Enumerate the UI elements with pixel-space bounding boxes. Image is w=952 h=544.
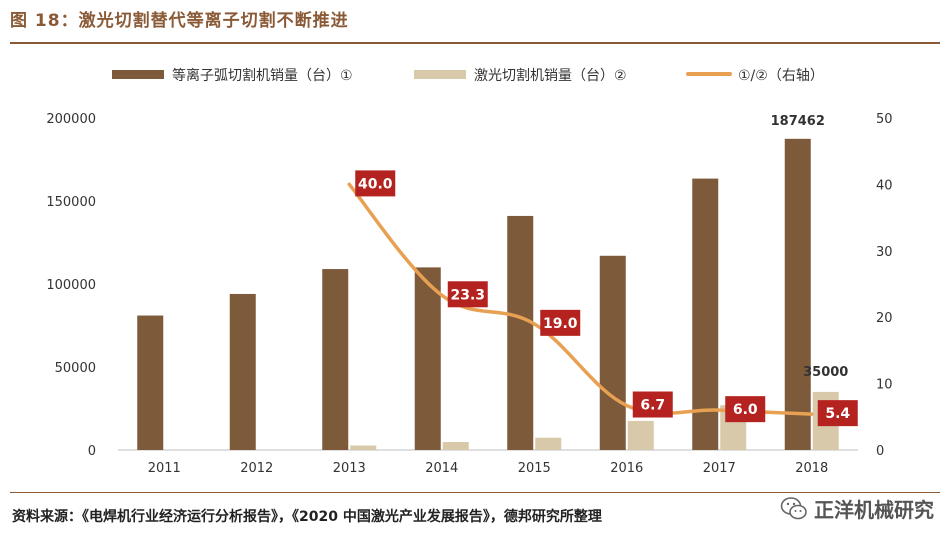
ratio-data-label: 23.3 — [450, 287, 485, 303]
laser-bar — [350, 445, 377, 450]
plasma-bar — [414, 267, 441, 450]
watermark-text: 正洋机械研究 — [814, 498, 934, 522]
plasma-bar — [599, 255, 626, 450]
legend-label: 激光切割机销量（台）② — [474, 67, 627, 84]
x-tick-label: 2016 — [610, 461, 643, 476]
ratio-data-label: 19.0 — [543, 316, 578, 332]
y-axis-right: 0 10 20 30 40 50 — [876, 112, 893, 459]
chart-title: 图 18：激光切割替代等离子切割不断推进 — [10, 11, 349, 31]
ratio-data-label: 6.0 — [733, 402, 758, 418]
y-right-tick-label: 30 — [876, 245, 893, 260]
x-tick-label: 2018 — [795, 461, 828, 476]
ratio-line — [347, 182, 814, 416]
y-axis-left: 0 50000 100000 150000 200000 — [46, 112, 96, 459]
legend-label: 等离子弧切割机销量（台）① — [172, 67, 353, 84]
bar-data-label: 35000 — [803, 365, 848, 380]
laser-bar — [535, 437, 562, 450]
plasma-bar — [322, 269, 349, 450]
x-tick-label: 2012 — [240, 461, 273, 476]
legend-swatch — [112, 70, 164, 79]
x-tick-label: 2015 — [518, 461, 551, 476]
line-labels: 40.0 23.3 19.0 6.7 6.0 5.4 — [355, 170, 858, 427]
source-note: 资料来源：《电焊机行业经济运行分析报告》，《2020 中国激光产业发展报告》，德… — [12, 509, 602, 525]
plasma-bar — [692, 178, 719, 450]
ratio-label-box — [817, 400, 858, 427]
ratio-label-box — [540, 309, 581, 336]
ratio-label-box — [725, 396, 766, 423]
plasma-bar — [784, 138, 811, 450]
y-left-tick-label: 150000 — [46, 195, 96, 210]
y-left-tick-label: 200000 — [46, 112, 96, 127]
legend-swatch — [414, 70, 466, 79]
legend: 等离子弧切割机销量（台）① 激光切割机销量（台）② ①/②（右轴） — [112, 67, 824, 84]
source-divider — [10, 492, 940, 493]
x-tick-label: 2017 — [703, 461, 736, 476]
y-right-tick-label: 40 — [876, 178, 893, 193]
plasma-bar — [137, 315, 164, 450]
y-left-tick-label: 0 — [88, 444, 96, 459]
ratio-data-label: 6.7 — [640, 398, 665, 414]
x-axis: 2011 2012 2013 2014 2015 2016 2017 2018 — [148, 461, 829, 476]
y-left-tick-label: 50000 — [55, 361, 96, 376]
y-right-tick-label: 0 — [876, 444, 884, 459]
legend-label: ①/②（右轴） — [738, 68, 824, 84]
ratio-label-box — [447, 281, 488, 308]
title-divider — [10, 42, 940, 44]
laser-bar — [627, 420, 654, 450]
plasma-bar — [229, 293, 256, 450]
y-right-tick-label: 50 — [876, 112, 893, 127]
ratio-label-box — [355, 170, 396, 197]
combo-chart: 等离子弧切割机销量（台）① 激光切割机销量（台）② ①/②（右轴） 0 50000 10… — [46, 67, 893, 476]
x-tick-label: 2013 — [333, 461, 366, 476]
x-tick-label: 2011 — [148, 461, 181, 476]
plasma-bar — [507, 215, 534, 450]
watermark: 正洋机械研究 — [780, 494, 934, 523]
ratio-data-label: 40.0 — [358, 176, 393, 192]
y-right-tick-label: 10 — [876, 378, 893, 393]
x-tick-label: 2014 — [425, 461, 458, 476]
bar-data-label: 187462 — [771, 114, 825, 129]
wechat-icon — [780, 496, 807, 519]
laser-bar — [442, 442, 469, 450]
annotations: 187462 35000 — [771, 114, 849, 380]
ratio-data-label: 5.4 — [825, 406, 850, 422]
y-right-tick-label: 20 — [876, 311, 893, 326]
y-left-tick-label: 100000 — [46, 278, 96, 293]
ratio-label-box — [632, 391, 673, 418]
